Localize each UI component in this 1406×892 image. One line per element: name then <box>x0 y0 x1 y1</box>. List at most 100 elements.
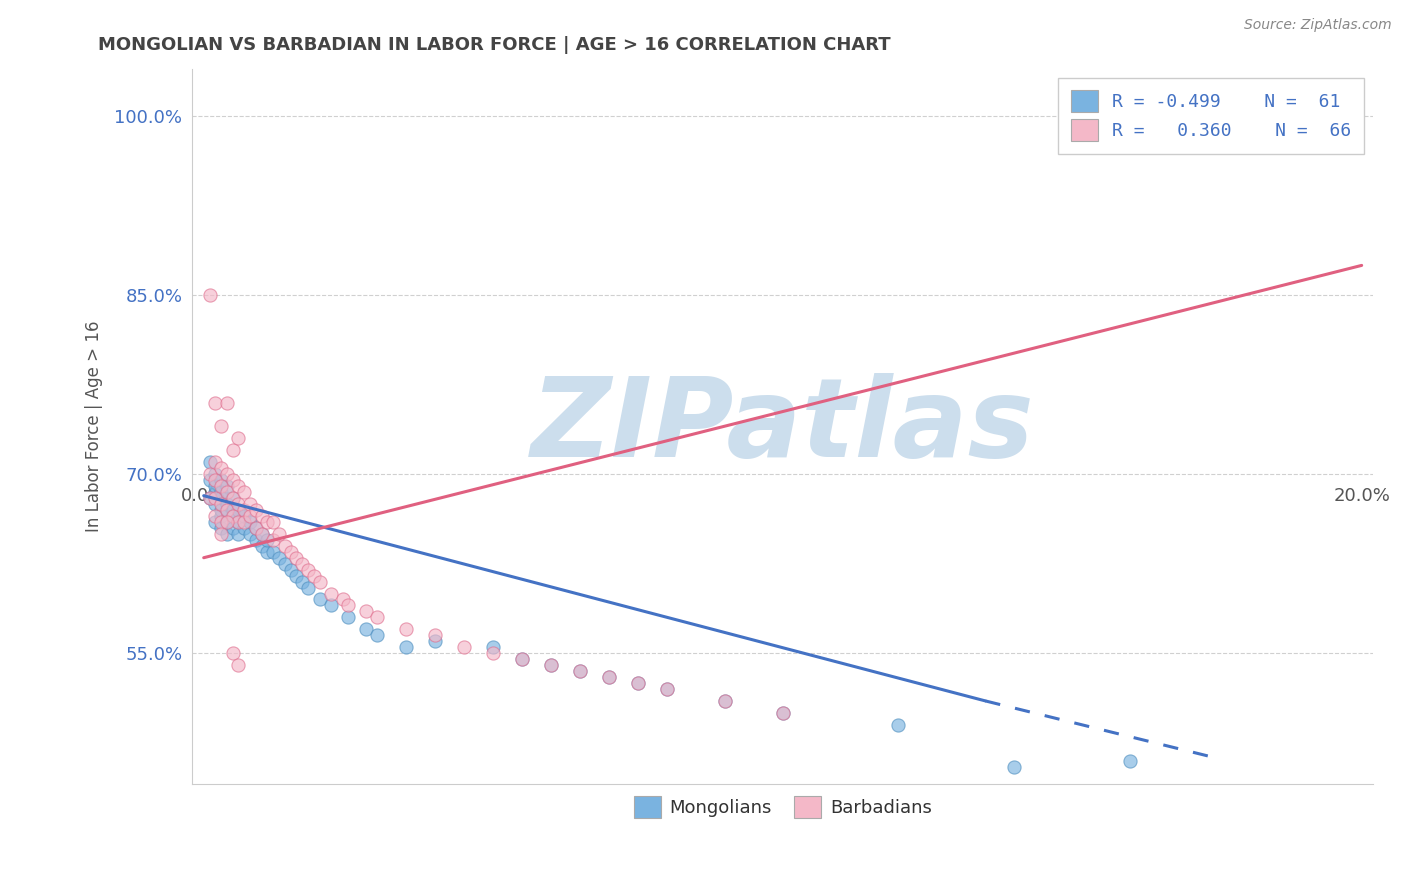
Point <box>319 599 342 613</box>
Point <box>204 455 226 469</box>
Point <box>627 676 650 690</box>
Point <box>713 694 735 708</box>
Point <box>221 491 243 505</box>
Point <box>198 491 221 505</box>
Point <box>228 503 250 517</box>
Point <box>250 508 273 523</box>
Point <box>569 664 592 678</box>
Point <box>221 443 243 458</box>
Point <box>256 515 278 529</box>
Point <box>1119 754 1142 768</box>
Point <box>540 658 562 673</box>
Point <box>250 526 273 541</box>
Point <box>204 395 226 409</box>
Point <box>198 467 221 482</box>
Point <box>221 508 243 523</box>
Point <box>204 508 226 523</box>
Point <box>204 497 226 511</box>
Text: 0.0%: 0.0% <box>181 487 226 506</box>
Point <box>228 431 250 445</box>
Point <box>239 526 262 541</box>
Point <box>569 664 592 678</box>
Point <box>221 521 243 535</box>
Point <box>425 628 447 642</box>
Point <box>319 586 342 600</box>
Point <box>221 491 243 505</box>
Point <box>233 508 256 523</box>
Point <box>221 503 243 517</box>
Y-axis label: In Labor Force | Age > 16: In Labor Force | Age > 16 <box>86 321 103 533</box>
Point <box>228 515 250 529</box>
Point <box>510 652 533 666</box>
Point <box>215 515 238 529</box>
Point <box>215 395 238 409</box>
Point <box>233 521 256 535</box>
Point <box>280 545 302 559</box>
Point <box>233 515 256 529</box>
Point <box>233 503 256 517</box>
Point <box>250 526 273 541</box>
Point <box>215 503 238 517</box>
Point <box>204 515 226 529</box>
Point <box>285 550 308 565</box>
Legend: Mongolians, Barbadians: Mongolians, Barbadians <box>627 789 939 825</box>
Point <box>215 526 238 541</box>
Text: ZIPatlas: ZIPatlas <box>531 373 1035 480</box>
Point <box>215 479 238 493</box>
Point <box>256 545 278 559</box>
Point <box>215 497 238 511</box>
Point <box>366 628 388 642</box>
Point <box>598 670 620 684</box>
Point <box>221 508 243 523</box>
Point <box>221 646 243 660</box>
Point <box>274 557 297 571</box>
Point <box>209 521 232 535</box>
Point <box>308 592 330 607</box>
Point <box>245 521 267 535</box>
Point <box>366 610 388 624</box>
Point <box>215 485 238 500</box>
Point <box>245 533 267 547</box>
Point <box>510 652 533 666</box>
Point <box>262 515 284 529</box>
Point <box>204 485 226 500</box>
Point <box>209 491 232 505</box>
Point <box>233 485 256 500</box>
Point <box>482 640 505 655</box>
Point <box>453 640 475 655</box>
Point <box>267 526 290 541</box>
Point <box>209 473 232 487</box>
Point <box>291 557 314 571</box>
Point <box>204 467 226 482</box>
Point <box>285 568 308 582</box>
Point <box>250 539 273 553</box>
Point <box>198 455 221 469</box>
Point <box>887 718 910 732</box>
Point <box>215 515 238 529</box>
Point <box>204 491 226 505</box>
Point <box>245 503 267 517</box>
Point <box>198 491 221 505</box>
Point <box>228 515 250 529</box>
Point <box>772 706 794 720</box>
Point <box>209 419 232 434</box>
Point <box>209 497 232 511</box>
Text: MONGOLIAN VS BARBADIAN IN LABOR FORCE | AGE > 16 CORRELATION CHART: MONGOLIAN VS BARBADIAN IN LABOR FORCE | … <box>98 36 891 54</box>
Point <box>1002 759 1025 773</box>
Point <box>209 526 232 541</box>
Point <box>337 610 360 624</box>
Point <box>395 623 418 637</box>
Point <box>482 646 505 660</box>
Point <box>713 694 735 708</box>
Point <box>204 479 226 493</box>
Point <box>291 574 314 589</box>
Point <box>209 485 232 500</box>
Point <box>198 288 221 302</box>
Point <box>540 658 562 673</box>
Point <box>209 508 232 523</box>
Point <box>302 568 325 582</box>
Point <box>337 599 360 613</box>
Point <box>627 676 650 690</box>
Point <box>332 592 354 607</box>
Text: 20.0%: 20.0% <box>1333 487 1391 506</box>
